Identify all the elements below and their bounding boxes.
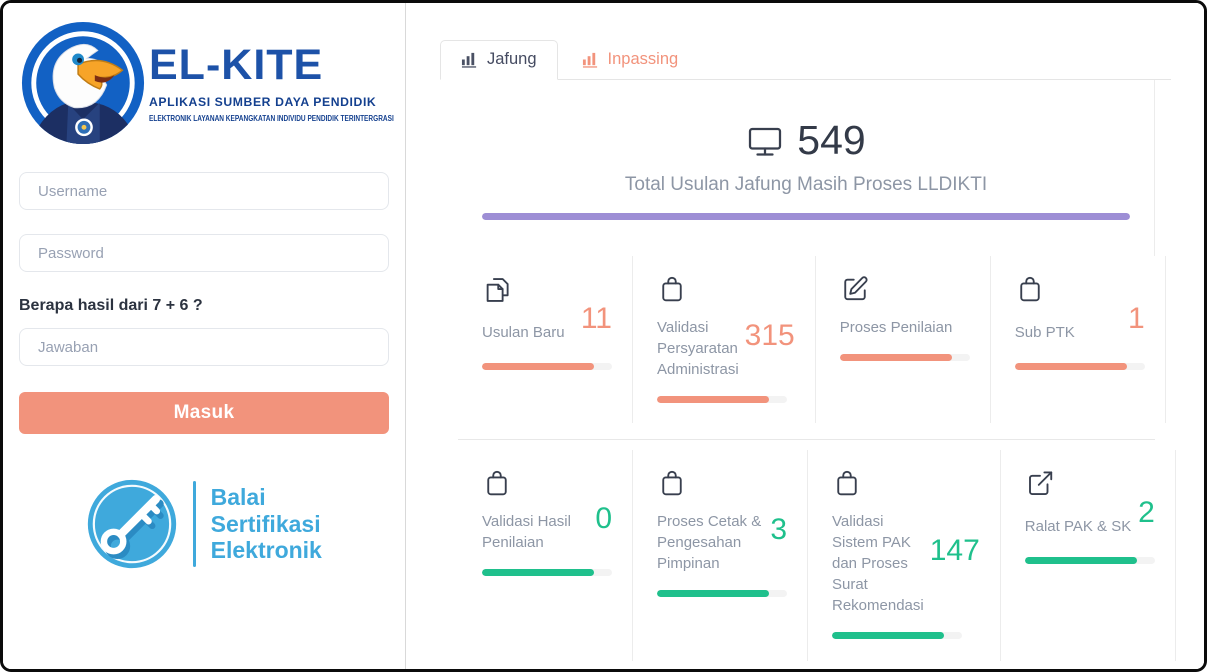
stat-card-label: Usulan Baru bbox=[482, 323, 565, 341]
total-progress-fill bbox=[482, 213, 1130, 220]
tab-inpassing[interactable]: Inpassing bbox=[558, 41, 699, 79]
copy-icon bbox=[482, 274, 612, 304]
brand-text: EL-KITE APLIKASI SUMBER DAYA PENDIDIK EL… bbox=[149, 40, 394, 123]
bar-chart-icon bbox=[582, 52, 597, 68]
stat-card-proses-penilaian: Proses Penilaian bbox=[816, 256, 991, 423]
login-button[interactable]: Masuk bbox=[19, 392, 389, 434]
total-summary-section: 549 Total Usulan Jafung Masih Proses LLD… bbox=[458, 80, 1155, 256]
dashboard-panel: Jafung Inpassing 549 Total Usulan Jafung… bbox=[406, 3, 1204, 669]
stat-card-validasi-sistem-pak: Validasi Sistem PAK dan Proses Surat Rek… bbox=[808, 450, 1001, 661]
bar-chart-icon bbox=[461, 52, 477, 68]
stat-card-ralat-pak-sk: Ralat PAK & SK 2 bbox=[1001, 450, 1176, 661]
bag-icon bbox=[482, 468, 612, 498]
bse-logo-text: Balai Sertifikasi Elektronik bbox=[211, 484, 322, 565]
stat-card-progress-fill bbox=[482, 363, 594, 370]
el-kite-eagle-logo-icon bbox=[21, 21, 145, 145]
stat-card-count: 1 bbox=[1128, 302, 1145, 335]
bse-key-icon bbox=[87, 479, 177, 569]
stat-card-count: 3 bbox=[770, 512, 787, 546]
edit-icon bbox=[840, 274, 970, 304]
stat-card-progress bbox=[1014, 363, 1145, 370]
bse-divider bbox=[193, 481, 196, 567]
stat-card-label: Validasi Persyaratan Administrasi bbox=[657, 319, 739, 378]
stats-row-1: Usulan Baru 11 Validasi Persyaratan Admi… bbox=[458, 256, 1166, 440]
stat-card-progress-fill bbox=[657, 396, 769, 403]
stat-card-count: 0 bbox=[595, 502, 612, 535]
stat-card-count: 2 bbox=[1138, 496, 1155, 529]
bse-logo: Balai Sertifikasi Elektronik bbox=[19, 478, 389, 570]
monitor-icon bbox=[749, 127, 782, 156]
stat-card-progress-fill bbox=[657, 590, 769, 597]
bse-text-line: Balai bbox=[210, 483, 266, 510]
stat-card-count: 147 bbox=[929, 533, 980, 567]
brand-header: EL-KITE APLIKASI SUMBER DAYA PENDIDIK EL… bbox=[19, 19, 394, 147]
stat-card-progress bbox=[657, 396, 787, 403]
brand-title: EL-KITE bbox=[149, 40, 324, 89]
stat-card-proses-cetak: Proses Cetak & Pengesahan Pimpinan 3 bbox=[633, 450, 808, 661]
stat-card-progress bbox=[657, 590, 787, 597]
stat-card-label: Validasi Hasil Penilaian bbox=[482, 513, 571, 551]
bag-icon bbox=[657, 468, 787, 498]
bse-text-line: Sertifikasi bbox=[210, 510, 321, 537]
bag-icon bbox=[657, 274, 795, 304]
stat-card-progress bbox=[482, 363, 612, 370]
bag-icon bbox=[1015, 274, 1145, 304]
stat-card-count: 11 bbox=[580, 302, 612, 335]
stat-card-validasi-persyaratan: Validasi Persyaratan Administrasi 315 bbox=[633, 256, 816, 423]
stat-card-progress bbox=[482, 569, 612, 576]
captcha-question-label: Berapa hasil dari 7 + 6 ? bbox=[19, 297, 203, 314]
stat-card-label: Proses Cetak & Pengesahan Pimpinan bbox=[657, 513, 762, 572]
stat-card-validasi-hasil: Validasi Hasil Penilaian 0 bbox=[458, 450, 633, 661]
stat-card-progress-fill bbox=[1024, 557, 1137, 564]
stat-card-label: Proses Penilaian bbox=[839, 319, 953, 336]
stat-card-progress bbox=[839, 354, 970, 361]
stat-card-label: Sub PTK bbox=[1014, 323, 1075, 341]
login-sidebar: EL-KITE APLIKASI SUMBER DAYA PENDIDIK EL… bbox=[3, 3, 406, 669]
username-input[interactable] bbox=[19, 172, 389, 210]
tab-label: Inpassing bbox=[607, 50, 679, 68]
total-count-row: 549 bbox=[482, 120, 1130, 161]
captcha-answer-input[interactable] bbox=[19, 328, 389, 366]
brand-subtitle: APLIKASI SUMBER DAYA PENDIDIK bbox=[149, 94, 377, 109]
tab-label: Jafung bbox=[487, 50, 537, 68]
stat-card-usulan-baru: Usulan Baru 11 bbox=[458, 256, 633, 423]
password-input[interactable] bbox=[19, 234, 389, 272]
brand-tagline: ELEKTRONIK LAYANAN KEPANGKATAN INDIVIDU … bbox=[149, 112, 394, 123]
tab-jafung[interactable]: Jafung bbox=[440, 40, 558, 80]
tab-bar: Jafung Inpassing bbox=[440, 40, 1171, 80]
total-count: 549 bbox=[797, 117, 866, 163]
stat-card-progress bbox=[1024, 557, 1155, 564]
stat-card-progress-fill bbox=[839, 354, 952, 361]
stat-card-progress-fill bbox=[482, 569, 594, 576]
total-subtitle: Total Usulan Jafung Masih Proses LLDIKTI bbox=[624, 174, 988, 195]
bag-icon bbox=[832, 468, 980, 498]
stat-card-progress-fill bbox=[1014, 363, 1127, 370]
stat-card-label: Validasi Sistem PAK dan Proses Surat Rek… bbox=[832, 513, 924, 614]
stats-row-2: Validasi Hasil Penilaian 0 Proses Cetak … bbox=[458, 450, 1176, 669]
total-progress-bar bbox=[482, 213, 1130, 220]
bse-text-line: Elektronik bbox=[210, 537, 322, 564]
stat-card-progress-fill bbox=[832, 632, 944, 639]
stat-card-sub-ptk: Sub PTK 1 bbox=[991, 256, 1166, 423]
stat-card-count: 315 bbox=[744, 318, 795, 352]
stat-card-progress bbox=[832, 632, 962, 639]
external-link-icon bbox=[1025, 468, 1155, 498]
stat-card-label: Ralat PAK & SK bbox=[1024, 517, 1132, 535]
